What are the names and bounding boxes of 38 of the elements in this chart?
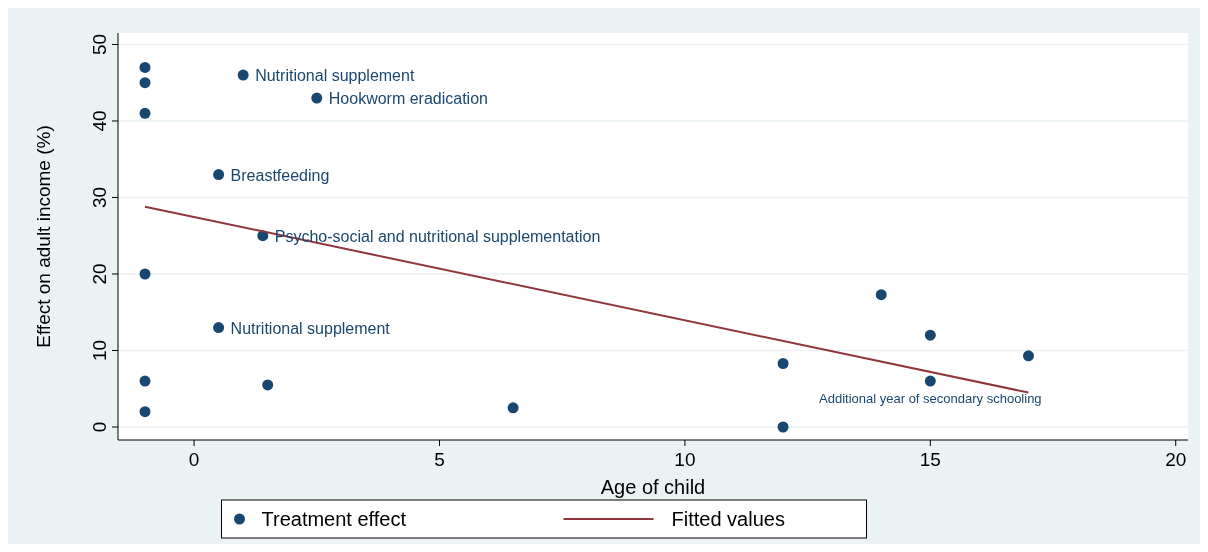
x-tick-label: 20: [1165, 449, 1187, 470]
point: [139, 77, 151, 89]
point: [311, 92, 323, 104]
point: [139, 107, 151, 119]
y-tick-label: 10: [89, 339, 110, 362]
annotation: Nutritional supplement: [255, 67, 415, 85]
point: [924, 329, 936, 341]
point: [213, 322, 225, 334]
point: [139, 406, 151, 418]
legend-label: Fitted values: [671, 508, 785, 530]
y-tick-label: 40: [89, 110, 110, 132]
x-tick-label: 0: [188, 449, 200, 470]
point: [213, 169, 225, 181]
x-tick-label: 5: [434, 449, 445, 470]
point: [262, 379, 274, 391]
point: [924, 375, 936, 387]
point: [1022, 350, 1034, 362]
y-axis-title: Effect on adult income (%): [33, 125, 54, 348]
annotation: Breastfeeding: [230, 166, 330, 184]
point: [777, 358, 789, 369]
x-tick-label: 15: [919, 449, 941, 470]
point: [777, 421, 789, 433]
legend-label: Treatment effect: [261, 508, 407, 530]
point: [139, 268, 151, 280]
annotation: Additional year of secondary schooling: [819, 391, 1042, 407]
y-tick-label: 20: [89, 263, 110, 285]
annotation: Hookworm eradication: [328, 90, 488, 108]
point: [139, 61, 151, 73]
y-tick-label: 50: [89, 33, 110, 56]
point: [507, 402, 519, 414]
y-tick-label: 30: [89, 186, 110, 209]
y-tick-label: 0: [89, 421, 110, 433]
point: [139, 375, 151, 387]
point: [875, 289, 887, 301]
x-axis-title: Age of child: [600, 476, 706, 498]
x-tick-label: 10: [674, 449, 696, 470]
point: [237, 69, 249, 81]
annotation: Nutritional supplement: [230, 319, 391, 337]
